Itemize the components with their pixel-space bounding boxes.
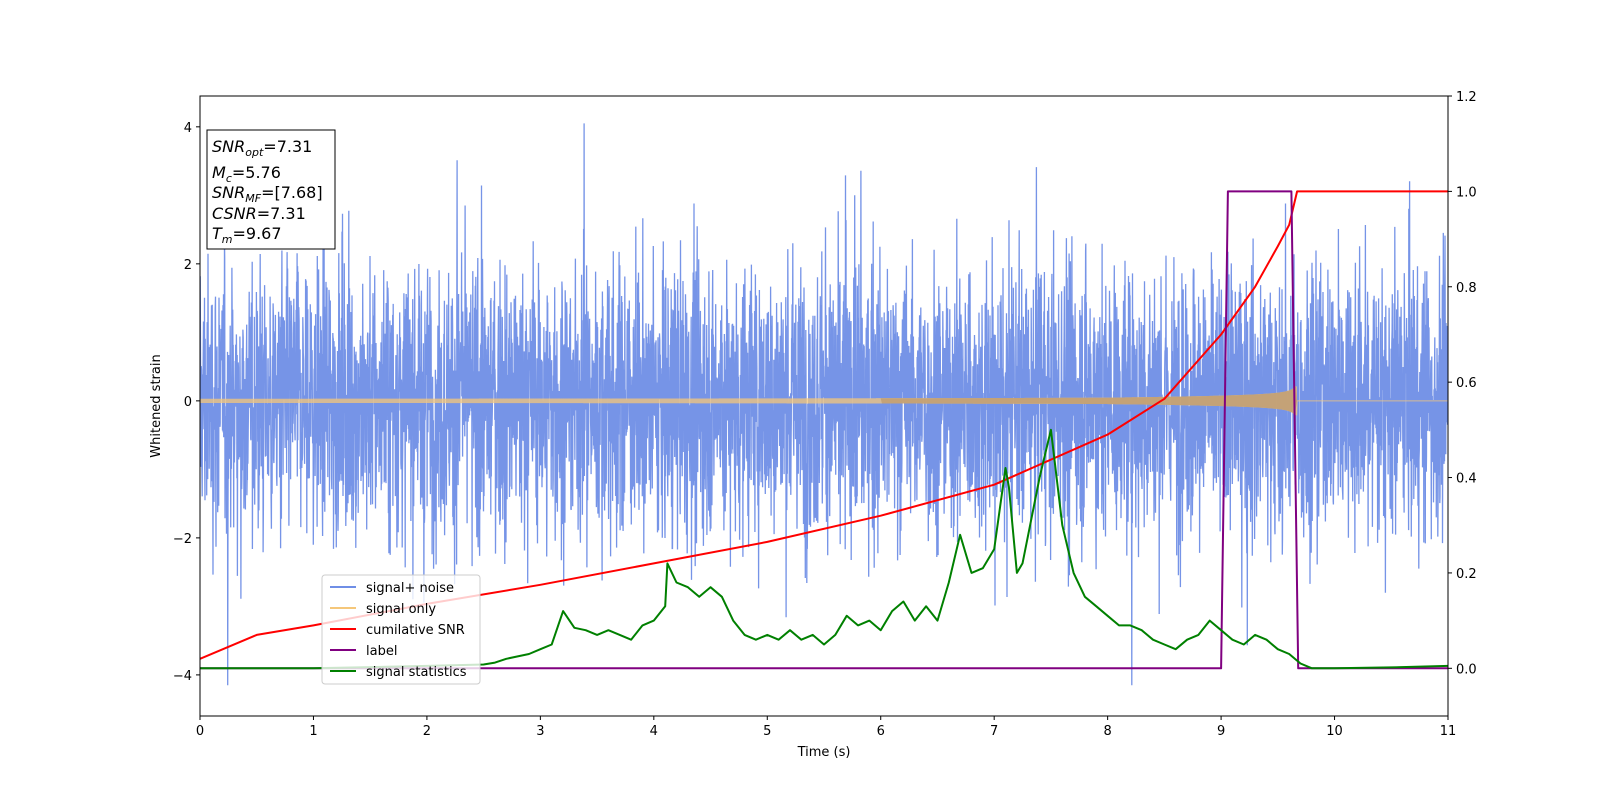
x-tick-label: 5 [763,724,771,739]
stats-annotation-box: SNRopt=7.31 Mc=5.76 SNRMF=[7.68] CSNR=7.… [206,129,336,250]
x-tick-label: 2 [423,724,431,739]
y-axis-right: 0.0 0.2 0.4 0.6 0.8 1.0 1.2 [1448,90,1477,677]
legend-label-signal-statistics: signal statistics [366,665,467,680]
y-tick-label: 2 [184,258,192,273]
annotation-snr-opt: SNRopt=7.31 [212,137,312,159]
y2-tick-label: 0.2 [1456,567,1477,582]
legend-label-cumulative-snr: cumilative SNR [366,623,465,638]
x-tick-label: 4 [650,724,658,739]
x-tick-label: 3 [536,724,544,739]
y2-tick-label: 0.6 [1456,376,1477,391]
y-tick-label: −4 [173,669,192,684]
x-tick-label: 8 [1103,724,1111,739]
y-tick-label: 4 [184,121,192,136]
plot-frame [199,95,1449,717]
y2-tick-label: 1.0 [1456,185,1477,200]
legend-label-signal-only: signal only [366,602,436,617]
annotation-merger-time: Tm=9.67 [212,224,282,246]
x-tick-label: 11 [1440,724,1457,739]
x-tick-label: 1 [309,724,317,739]
legend-frame [321,574,481,685]
legend-label-signal-noise: signal+ noise [366,581,454,596]
annotation-chirp-mass: Mc=5.76 [212,163,281,185]
y2-tick-label: 0.0 [1456,662,1477,677]
x-axis-label: Time (s) [797,745,851,760]
annotation-frame [206,129,336,250]
x-tick-label: 10 [1326,724,1343,739]
series-signal-noise [200,123,1448,686]
y-axis-label: Whitened strain [149,354,164,457]
y2-tick-label: 0.4 [1456,472,1477,487]
annotation-snr-mf: SNRMF=[7.68] [212,183,323,205]
x-axis: 0 1 2 3 4 5 6 7 8 9 10 11 [196,716,1456,739]
y2-tick-label: 1.2 [1456,90,1477,105]
series-signal-statistics [200,428,1448,670]
x-tick-label: 9 [1217,724,1225,739]
legend: signal+ noise signal only cumilative SNR… [321,574,481,685]
x-tick-label: 7 [990,724,998,739]
legend-label-label: label [366,644,397,659]
x-tick-label: 0 [196,724,204,739]
annotation-csnr: CSNR=7.31 [212,204,306,223]
y-tick-label: 0 [184,395,192,410]
y2-tick-label: 0.8 [1456,281,1477,296]
series-signal-only-envelope [880,386,1298,416]
x-tick-label: 6 [877,724,885,739]
y-tick-label: −2 [173,532,192,547]
y-axis-left: −4 −2 0 2 4 [173,121,200,684]
